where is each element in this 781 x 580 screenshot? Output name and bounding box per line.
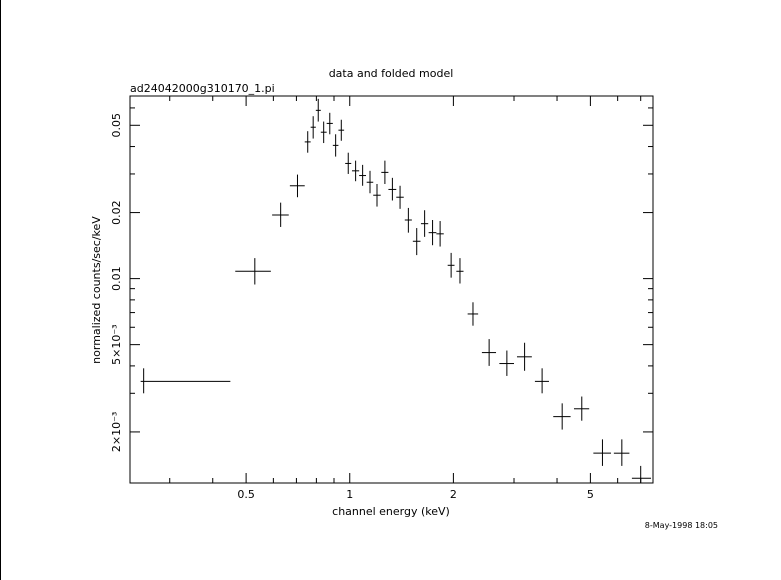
axis-tick-labels: 0.5 1 2 5 2×10⁻³ 5×10⁻³ 0.01 0.02 0.05 (110, 113, 594, 501)
chart-title: data and folded model (329, 67, 454, 80)
data-point (467, 302, 479, 326)
y-tick-label: 0.01 (110, 266, 123, 291)
data-point (373, 183, 381, 207)
y-tick-label: 2×10⁻³ (110, 412, 123, 452)
data-point (404, 207, 412, 233)
data-point (516, 342, 532, 371)
plot-frame (129, 95, 654, 484)
data-point (553, 403, 571, 430)
chart-subtitle: ad24042000g310170_1.pi (130, 82, 275, 95)
data-point (534, 368, 549, 394)
x-tick-label: 2 (450, 488, 457, 501)
data-point (235, 258, 271, 285)
data-point (140, 368, 231, 394)
y-tick-label: 0.05 (110, 113, 123, 138)
data-points (140, 98, 652, 483)
data-point (593, 439, 612, 466)
data-point (436, 221, 444, 247)
x-tick-label: 1 (346, 488, 353, 501)
data-point (351, 160, 360, 182)
data-point (481, 339, 497, 366)
data-point (366, 170, 374, 194)
data-point (359, 164, 367, 186)
data-point (396, 185, 404, 209)
data-point (613, 439, 630, 466)
data-point (412, 228, 421, 256)
data-point (447, 252, 455, 278)
x-tick-label: 0.5 (237, 488, 255, 501)
data-point (420, 210, 429, 237)
data-point (456, 258, 464, 284)
y-tick-label: 0.02 (110, 200, 123, 225)
y-tick-label: 5×10⁻³ (110, 324, 123, 364)
data-point (381, 160, 389, 184)
data-point (631, 465, 652, 483)
x-tick-label: 5 (587, 488, 594, 501)
data-point (272, 202, 289, 227)
data-point (338, 119, 345, 141)
data-point (388, 177, 397, 201)
data-point (320, 121, 327, 144)
page-left-edge (0, 0, 1, 580)
data-point (573, 396, 590, 421)
data-point (428, 220, 437, 246)
data-point (310, 116, 316, 139)
data-point (332, 134, 339, 157)
data-point (345, 152, 352, 174)
y-axis-label: normalized counts/sec/keV (90, 216, 103, 364)
plot-timestamp: 8-May-1998 18:05 (645, 521, 718, 530)
data-point (326, 112, 333, 135)
axis-ticks (130, 96, 653, 483)
data-point (289, 174, 305, 198)
data-point (315, 98, 321, 122)
data-point (304, 131, 311, 153)
data-point (499, 350, 515, 376)
x-axis-label: channel energy (keV) (332, 505, 450, 518)
